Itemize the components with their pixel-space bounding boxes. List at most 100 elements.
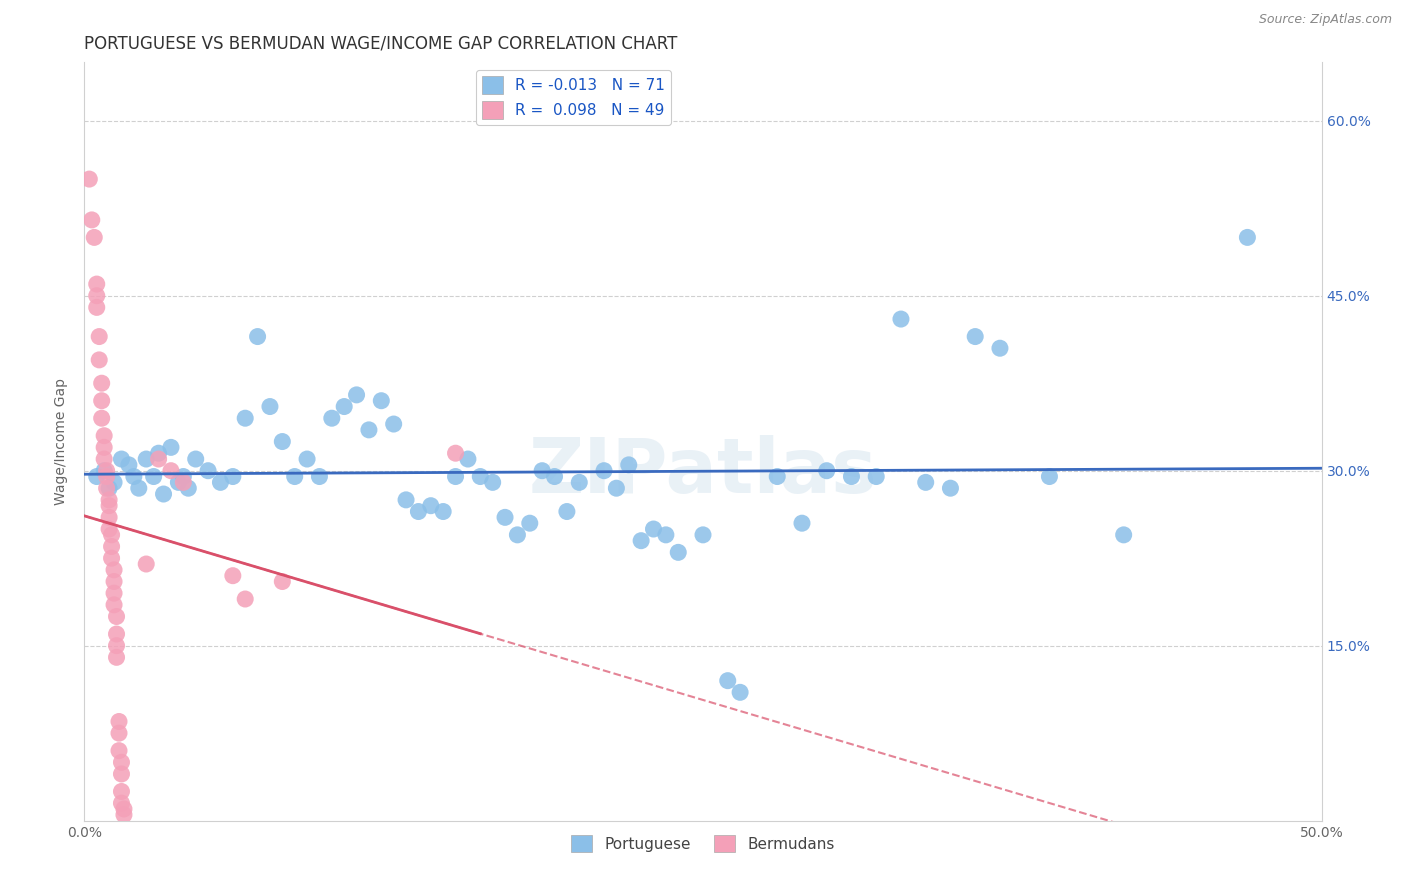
Point bbox=[96, 469, 118, 483]
Point bbox=[605, 481, 627, 495]
Point bbox=[766, 469, 789, 483]
Text: PORTUGUESE VS BERMUDAN WAGE/INCOME GAP CORRELATION CHART: PORTUGUESE VS BERMUDAN WAGE/INCOME GAP C… bbox=[84, 35, 678, 53]
Point bbox=[890, 312, 912, 326]
Point bbox=[86, 301, 108, 315]
Point bbox=[103, 563, 125, 577]
Point bbox=[142, 469, 165, 483]
Point bbox=[112, 802, 135, 816]
Point bbox=[457, 452, 479, 467]
Point bbox=[444, 446, 467, 460]
Point bbox=[939, 481, 962, 495]
Point bbox=[105, 627, 128, 641]
Point bbox=[83, 230, 105, 244]
Point bbox=[233, 592, 256, 607]
Point bbox=[110, 784, 132, 798]
Point bbox=[135, 557, 157, 571]
Point bbox=[481, 475, 503, 490]
Point bbox=[96, 481, 118, 495]
Point bbox=[728, 685, 751, 699]
Point bbox=[494, 510, 516, 524]
Point bbox=[98, 492, 121, 507]
Point bbox=[135, 452, 157, 467]
Point bbox=[655, 528, 678, 542]
Point bbox=[630, 533, 652, 548]
Point bbox=[100, 551, 122, 566]
Point bbox=[100, 528, 122, 542]
Point bbox=[815, 464, 838, 478]
Point bbox=[108, 714, 131, 729]
Point bbox=[184, 452, 207, 467]
Y-axis label: Wage/Income Gap: Wage/Income Gap bbox=[55, 378, 69, 505]
Point bbox=[333, 400, 356, 414]
Point bbox=[167, 475, 190, 490]
Point bbox=[160, 464, 183, 478]
Point bbox=[419, 499, 441, 513]
Point bbox=[90, 393, 112, 408]
Point bbox=[1038, 469, 1060, 483]
Point bbox=[1112, 528, 1135, 542]
Point bbox=[295, 452, 318, 467]
Point bbox=[98, 499, 121, 513]
Legend: Portuguese, Bermudans: Portuguese, Bermudans bbox=[565, 829, 841, 858]
Point bbox=[108, 744, 131, 758]
Point bbox=[89, 329, 111, 343]
Point bbox=[98, 522, 121, 536]
Point bbox=[89, 352, 111, 367]
Point bbox=[271, 574, 294, 589]
Point bbox=[86, 277, 108, 291]
Point bbox=[988, 341, 1011, 355]
Point bbox=[86, 289, 108, 303]
Point bbox=[246, 329, 269, 343]
Point bbox=[259, 400, 281, 414]
Point bbox=[93, 441, 115, 455]
Point bbox=[717, 673, 740, 688]
Point bbox=[790, 516, 813, 531]
Point bbox=[965, 329, 987, 343]
Point bbox=[692, 528, 714, 542]
Point bbox=[865, 469, 887, 483]
Point bbox=[98, 481, 121, 495]
Point bbox=[112, 807, 135, 822]
Point bbox=[122, 469, 145, 483]
Point bbox=[148, 452, 170, 467]
Point bbox=[90, 376, 112, 391]
Point bbox=[382, 417, 405, 431]
Point bbox=[152, 487, 174, 501]
Point bbox=[321, 411, 343, 425]
Point bbox=[108, 726, 131, 740]
Point bbox=[105, 609, 128, 624]
Point bbox=[90, 411, 112, 425]
Point bbox=[98, 510, 121, 524]
Point bbox=[222, 568, 245, 582]
Point bbox=[432, 504, 454, 518]
Point bbox=[444, 469, 467, 483]
Point bbox=[103, 586, 125, 600]
Point bbox=[470, 469, 492, 483]
Point bbox=[96, 464, 118, 478]
Point bbox=[519, 516, 541, 531]
Point bbox=[308, 469, 330, 483]
Point bbox=[103, 598, 125, 612]
Point bbox=[357, 423, 380, 437]
Point bbox=[568, 475, 591, 490]
Point bbox=[128, 481, 150, 495]
Point bbox=[555, 504, 578, 518]
Point bbox=[172, 475, 194, 490]
Point bbox=[543, 469, 565, 483]
Point bbox=[110, 796, 132, 810]
Point bbox=[86, 469, 108, 483]
Point bbox=[118, 458, 141, 472]
Point bbox=[370, 393, 392, 408]
Point bbox=[105, 639, 128, 653]
Text: Source: ZipAtlas.com: Source: ZipAtlas.com bbox=[1258, 13, 1392, 27]
Point bbox=[160, 441, 183, 455]
Text: ZIPatlas: ZIPatlas bbox=[529, 435, 877, 508]
Point bbox=[105, 650, 128, 665]
Point bbox=[506, 528, 529, 542]
Point bbox=[80, 213, 103, 227]
Point bbox=[110, 756, 132, 770]
Point bbox=[110, 452, 132, 467]
Point bbox=[593, 464, 616, 478]
Point bbox=[346, 388, 368, 402]
Point bbox=[643, 522, 665, 536]
